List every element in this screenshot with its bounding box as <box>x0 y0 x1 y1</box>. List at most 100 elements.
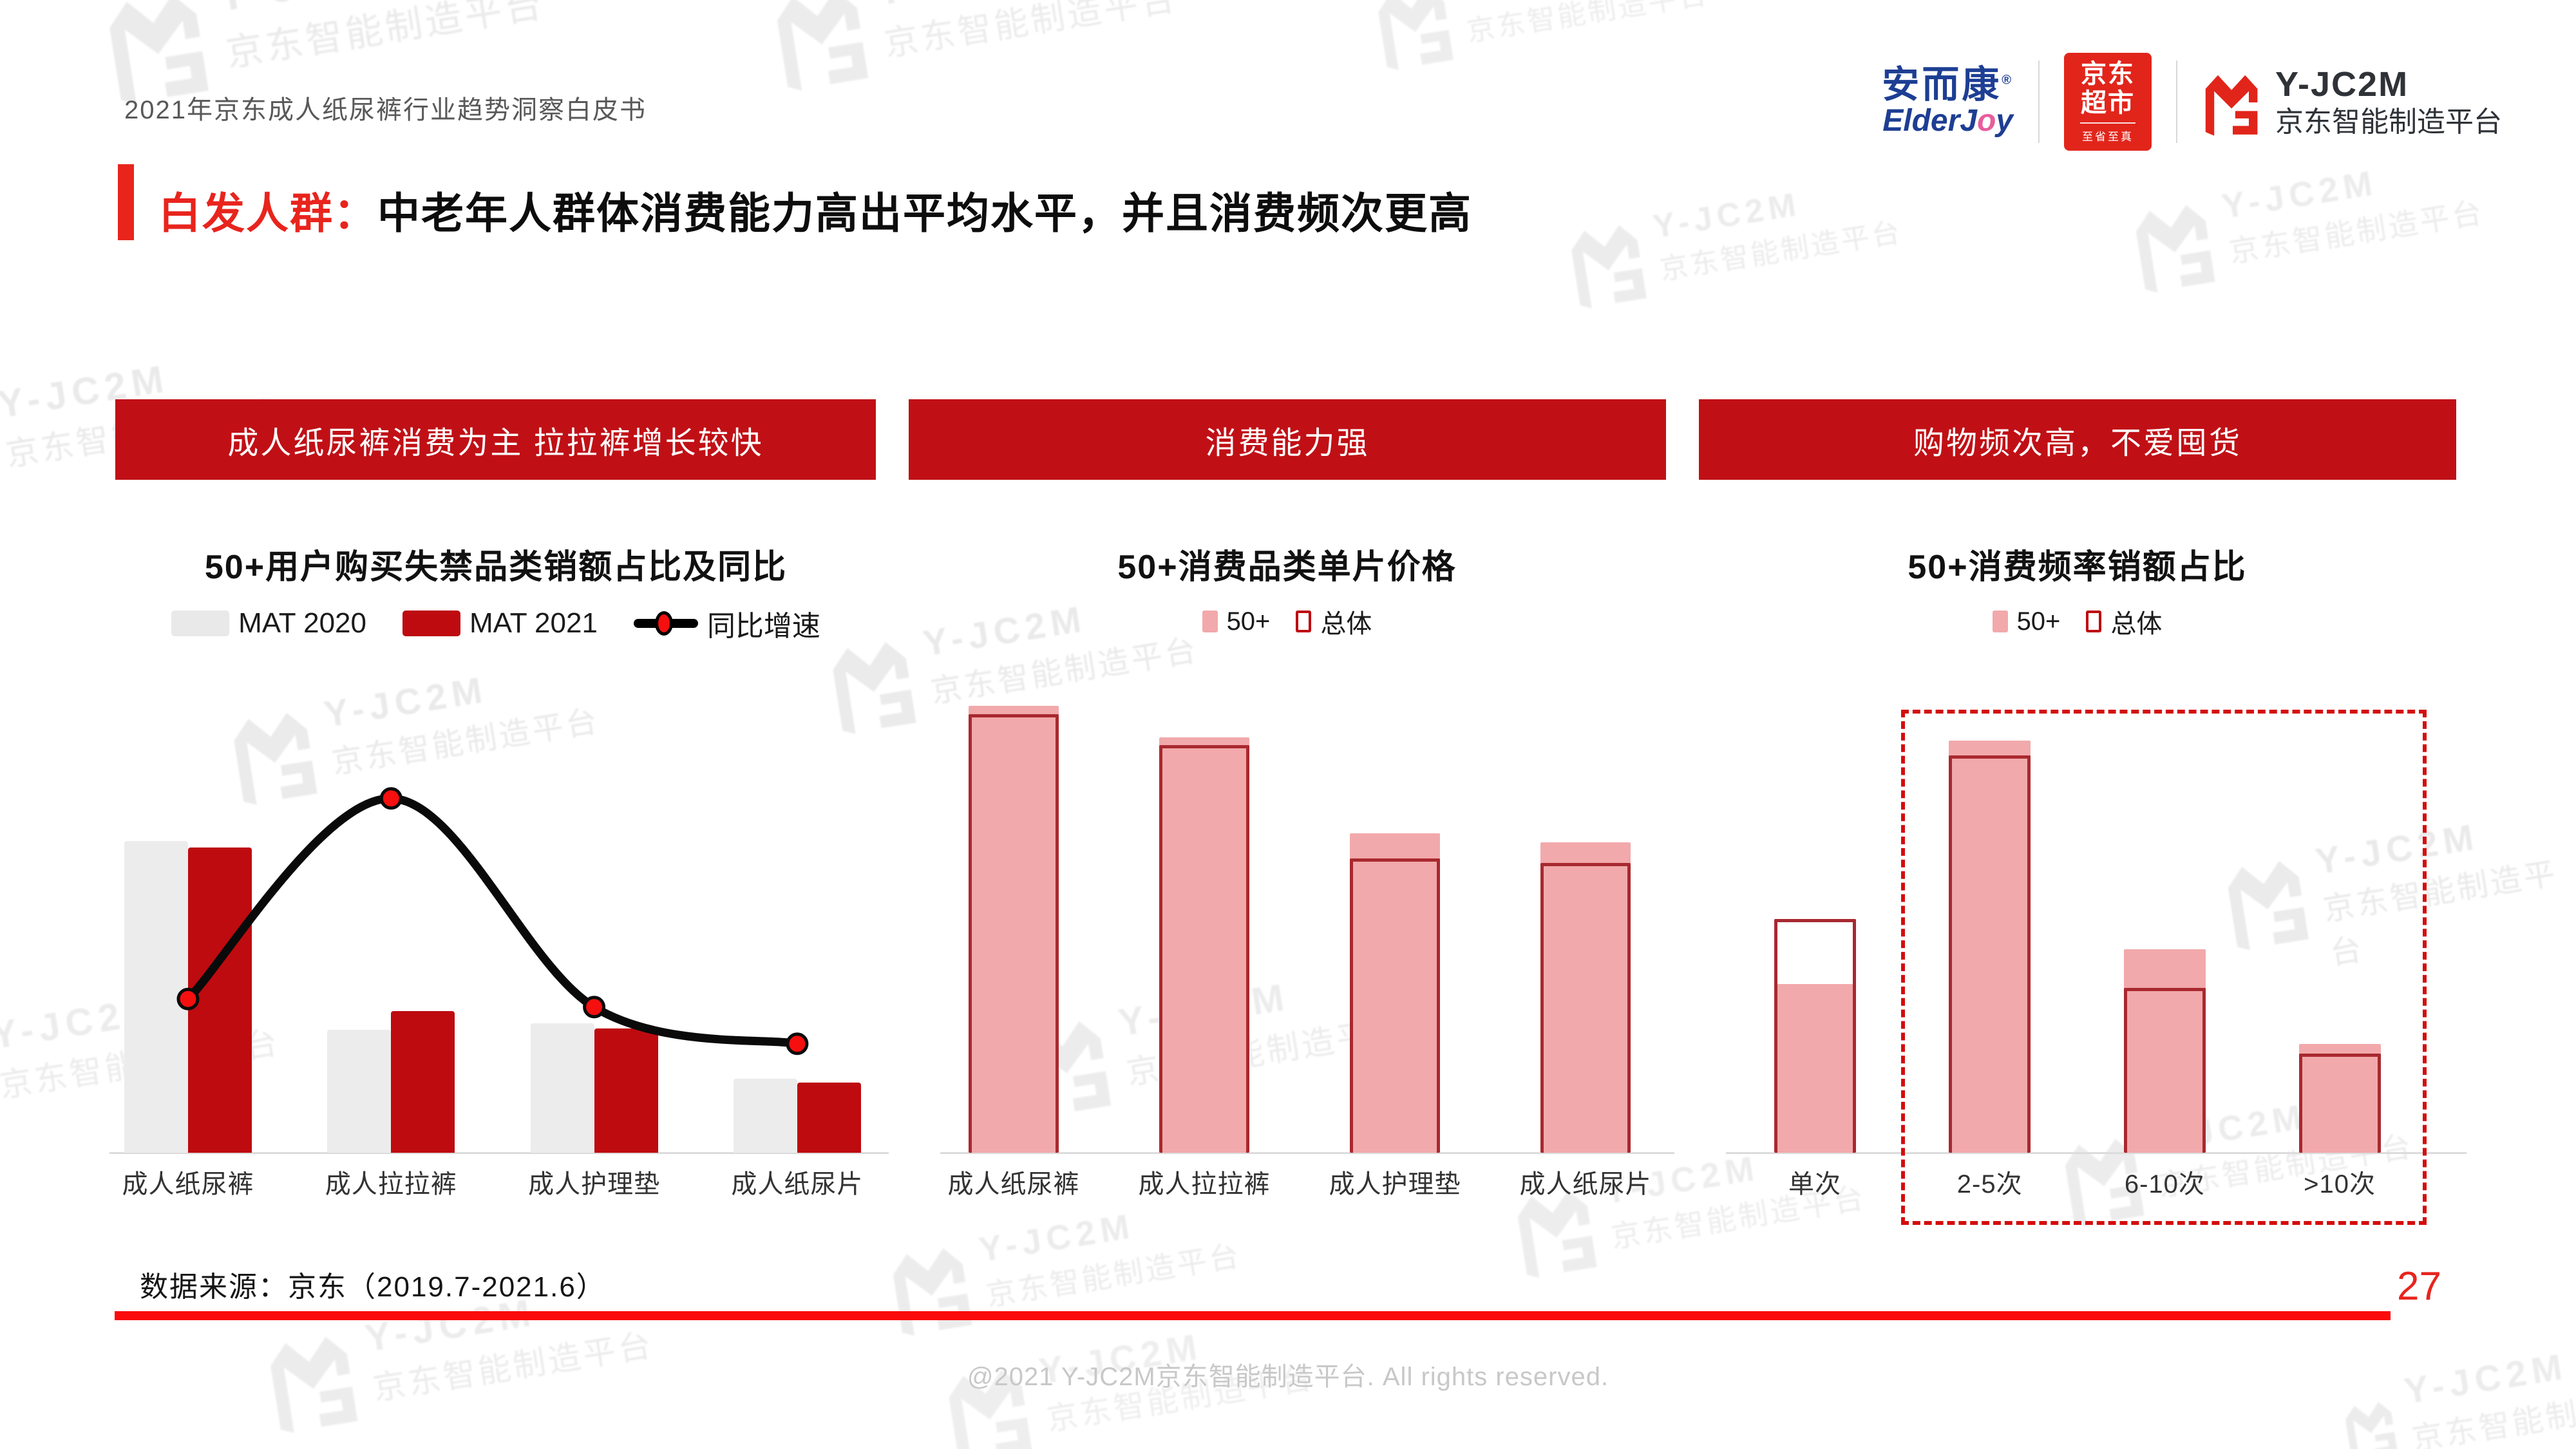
bar-mat2020-1 <box>124 840 188 1153</box>
yjc2m-logo: Y-JC2M 京东智能制造平台 <box>2202 66 2502 138</box>
jd-supermarket-slogan: 至省至真 <box>2082 131 2134 144</box>
chart-3-plot: 单次 2-5次 6-10次 >10次 <box>1726 696 2467 1225</box>
yjc2m-subtitle: 京东智能制造平台 <box>2275 106 2502 138</box>
growth-line-point-3 <box>583 996 606 1019</box>
legend-item-overall: 总体 <box>1296 603 1372 640</box>
growth-line-point-4 <box>786 1032 809 1056</box>
jd-supermarket-logo: 京东 超市 至省至真 <box>2064 53 2152 151</box>
highlight-dashed-box <box>1901 710 2427 1225</box>
bar-mat2021-1 <box>188 848 252 1153</box>
jd-supermarket-line1: 京东 <box>2081 59 2135 88</box>
bar-overall-4 <box>2298 1053 2381 1153</box>
legend-item-50plus: 50+ <box>1992 607 2061 636</box>
legend-item-growth-line: 同比增速 <box>633 603 820 644</box>
legend-item-mat2021: MAT 2021 <box>402 607 598 639</box>
chart-1-legend: MAT 2020 MAT 2021 同比增速 <box>116 603 876 644</box>
legend-swatch-pink <box>1992 611 2008 632</box>
page-title-rest: 中老年人群体消费能力高出平均水平，并且消费频次更高 <box>377 189 1472 237</box>
bar-50plus-3 <box>2123 949 2206 1153</box>
elderjoy-cn-text: 安而康 <box>1882 64 2002 106</box>
growth-line-point-2 <box>379 787 402 810</box>
legend-swatch-gray <box>171 611 230 636</box>
page-title: 白发人群：中老年人群体消费能力高出平均水平，并且消费频次更高 <box>158 179 1472 241</box>
category-label: 成人拉拉裤 <box>1138 1170 1271 1198</box>
yjc2m-name: Y-JC2M <box>2275 64 2409 104</box>
bar-overall-1 <box>1774 919 1856 1153</box>
bottom-red-rule <box>115 1311 2391 1320</box>
bar-mat2021-3 <box>594 1028 658 1153</box>
data-source-note: 数据来源：京东（2019.7-2021.6） <box>140 1271 606 1303</box>
growth-line <box>184 794 802 1048</box>
bar-overall-2 <box>1159 744 1249 1153</box>
bar-overall-1 <box>969 714 1059 1153</box>
registered-mark: ® <box>2002 73 2014 88</box>
bar-overall-2 <box>1949 755 2031 1153</box>
bar-mat2020-2 <box>327 1030 392 1153</box>
elderjoy-en-pre: ElderJ <box>1882 104 1977 138</box>
logo-bar: 安而康® ElderJoy 京东 超市 至省至真 Y-JC2M 京东智能制造平台 <box>1882 50 2502 153</box>
jd-supermarket-line2: 超市 <box>2081 88 2135 117</box>
category-label: 成人纸尿片 <box>731 1170 864 1198</box>
bar-50plus-3 <box>1350 833 1440 1153</box>
chart-1-title: 50+用户购买失禁品类销额占比及同比 <box>204 549 788 586</box>
legend-label: 总体 <box>2110 610 2163 638</box>
category-label: 单次 <box>1788 1170 1841 1198</box>
logo-divider <box>2176 61 2177 143</box>
jd-supermarket-rule <box>2080 122 2136 124</box>
legend-item-overall: 总体 <box>2086 603 2162 640</box>
chart-1-plot: 成人纸尿裤 成人拉拉裤 成人护理垫 成人纸尿片 <box>109 766 889 1198</box>
category-label: >10次 <box>2304 1170 2376 1198</box>
chart-3-legend: 50+ 总体 <box>1698 603 2456 640</box>
bar-mat2020-3 <box>530 1023 594 1153</box>
section-banner-3: 购物频次高，不爱囤货 <box>1699 399 2456 480</box>
category-label: 成人纸尿片 <box>1519 1170 1652 1198</box>
legend-line-dot-icon <box>633 611 698 636</box>
elderjoy-en-label: ElderJoy <box>1882 105 2013 137</box>
page-number: 27 <box>2397 1264 2441 1309</box>
bar-50plus-4 <box>2298 1044 2381 1153</box>
elderjoy-en-post: y <box>1996 104 2013 138</box>
legend-label: 50+ <box>2016 607 2061 636</box>
category-label: 2-5次 <box>1956 1170 2023 1198</box>
category-label: 成人护理垫 <box>1329 1170 1461 1198</box>
category-label: 成人纸尿裤 <box>122 1170 254 1198</box>
legend-label: MAT 2020 <box>238 607 366 639</box>
legend-item-50plus: 50+ <box>1202 607 1271 636</box>
yjc2m-m-icon <box>2205 75 2258 136</box>
section-banner-1: 成人纸尿裤消费为主 拉拉裤增长较快 <box>115 399 876 480</box>
bar-50plus-2 <box>1159 737 1249 1153</box>
bar-50plus-4 <box>1540 842 1631 1153</box>
legend-label: 总体 <box>1320 610 1372 638</box>
category-label: 成人纸尿裤 <box>947 1170 1080 1198</box>
legend-item-mat2020: MAT 2020 <box>171 607 366 639</box>
elderjoy-logo: 安而康® ElderJoy <box>1882 64 2014 137</box>
chart-2-title: 50+消费品类单片价格 <box>1117 549 1457 586</box>
bar-overall-3 <box>2123 987 2206 1153</box>
category-label: 成人护理垫 <box>528 1170 661 1198</box>
category-label: 成人拉拉裤 <box>325 1170 457 1198</box>
legend-swatch-outline <box>1296 611 1312 632</box>
bar-mat2021-4 <box>797 1082 861 1153</box>
document-header: 2021年京东成人纸尿裤行业趋势洞察白皮书 <box>124 96 647 124</box>
title-accent-bar <box>118 164 134 240</box>
legend-label: 50+ <box>1226 607 1271 636</box>
legend-swatch-pink <box>1202 611 1218 632</box>
legend-swatch-red <box>402 611 460 636</box>
chart-2-legend: 50+ 总体 <box>908 603 1666 640</box>
x-axis <box>940 1152 1674 1154</box>
logo-divider <box>2038 61 2040 143</box>
chart-3-title: 50+消费频率销额占比 <box>1908 549 2247 586</box>
page-title-highlight: 白发人群： <box>158 189 377 237</box>
bar-mat2020-4 <box>733 1078 797 1153</box>
x-axis <box>109 1152 889 1154</box>
legend-swatch-outline <box>2086 611 2102 632</box>
copyright-footer: @2021 Y-JC2M京东智能制造平台. All rights reserve… <box>967 1363 1609 1391</box>
elderjoy-en-heart-o: o <box>1976 104 1996 138</box>
chart-2-plot: 成人纸尿裤 成人拉拉裤 成人护理垫 成人纸尿片 <box>940 696 1674 1198</box>
legend-label: MAT 2021 <box>469 607 598 639</box>
bar-50plus-1 <box>1774 984 1856 1153</box>
bar-overall-4 <box>1540 862 1631 1153</box>
bar-overall-3 <box>1350 858 1440 1153</box>
section-banner-2: 消费能力强 <box>909 399 1666 480</box>
